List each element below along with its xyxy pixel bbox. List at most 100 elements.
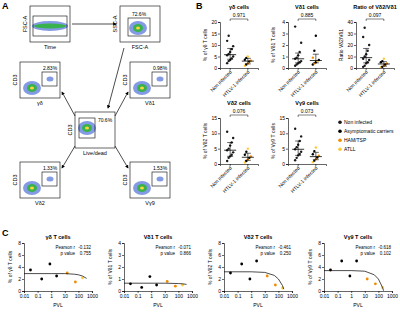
tick-label: 10 [279, 130, 285, 136]
density [137, 84, 147, 92]
iqr-bar [363, 48, 369, 62]
tick: 100 [75, 291, 84, 299]
tick-mark [298, 68, 299, 70]
tick-mark [286, 57, 288, 58]
stat-label: p value [360, 251, 375, 256]
x-axis: 0.010.11101001000 [220, 291, 299, 299]
tick: 6 [318, 252, 324, 258]
tick: 1 [150, 291, 153, 299]
point [374, 282, 377, 285]
density [136, 26, 140, 29]
point [300, 60, 302, 62]
density [23, 81, 41, 95]
tick-label: 0.1 [135, 293, 142, 299]
y-axis: 02468 [318, 240, 324, 294]
tick-mark [354, 57, 356, 58]
tick-mark [218, 133, 220, 134]
y-axis-title: % of Vδ1 T cells [270, 26, 276, 63]
tick-mark [322, 279, 324, 280]
p-value: 0.971 [233, 12, 246, 18]
gate-percent: 0.98% [153, 65, 168, 71]
legend-label: HAM/TSP [344, 137, 367, 143]
title: Vδ1 cells [295, 4, 319, 10]
point [232, 151, 234, 153]
tick-label: 0.01 [220, 293, 230, 299]
point [366, 278, 369, 281]
stat-label: p value [160, 251, 175, 256]
stat-value: 0.250 [280, 251, 292, 256]
tick: HTLV-1 infected [357, 68, 386, 98]
tick: 1000 [87, 291, 98, 299]
density [27, 184, 37, 192]
density [133, 81, 151, 95]
scatter-chart: 012340.010.11101001000Vδ1 T cellsPearson… [107, 234, 198, 308]
tick-label: 15 [211, 115, 217, 121]
tick-mark [286, 118, 288, 119]
y-axis-line [218, 119, 221, 165]
arrow [72, 24, 116, 25]
tick: 0 [214, 161, 220, 167]
scatter-chart: 024680.010.11101001000Vδ2 T cellsPearson… [207, 234, 298, 308]
tick-label: HTLV-1 infected [289, 165, 318, 194]
tick-label: 1 [282, 54, 285, 60]
x-axis-line [357, 69, 395, 71]
tick: 10 [279, 130, 288, 136]
point [315, 146, 317, 148]
tick: 10 [263, 291, 269, 299]
gate-percent: 72.6% [132, 11, 147, 17]
flow-frame [75, 112, 115, 148]
tick-label: 10 [263, 293, 269, 299]
tick-label: HTLV-1 infected [221, 165, 250, 194]
density [133, 24, 143, 32]
tick-label: 1 [350, 293, 353, 299]
tick-label: 5 [214, 146, 217, 152]
tick-label: 6 [18, 252, 21, 258]
y-axis-line [322, 244, 325, 292]
tick-mark [222, 279, 224, 280]
gate [42, 72, 57, 86]
density [34, 24, 66, 29]
flow-x-label: Vδ1 [145, 100, 155, 106]
y-axis: 01234 [118, 240, 124, 294]
tick: HTLV-1 infected [221, 164, 250, 194]
tick-mark [247, 164, 248, 166]
marks [224, 35, 254, 67]
tick: 6 [18, 252, 24, 258]
legend: Non infectedAsymptomatic carriersHAM/TSP… [338, 119, 394, 152]
title: Vγ9 cells [295, 100, 319, 106]
tick-label: 30 [347, 31, 353, 37]
tick-label: 5 [282, 146, 285, 152]
tick: 100 [375, 291, 384, 299]
x-axis: 0.010.11101001000 [320, 291, 399, 299]
y-axis: 010203040 [347, 19, 356, 71]
x-axis-line [289, 165, 327, 167]
density [133, 181, 151, 195]
flow-x-label: γδ [37, 100, 43, 106]
tick: 2 [282, 42, 288, 48]
tick-label: 0.1 [235, 293, 242, 299]
bracket [366, 19, 384, 21]
tick: 0.1 [135, 291, 142, 299]
tick-label: 0 [214, 161, 217, 167]
x-axis-title: PVL [153, 302, 163, 308]
iqr-bar [227, 48, 233, 59]
point [313, 150, 315, 152]
point [363, 27, 365, 29]
tick: 2 [218, 276, 224, 282]
tick-mark [315, 68, 316, 70]
gate [152, 72, 167, 86]
y-axis-title: % of Vγ9 T cells [270, 123, 276, 159]
legend-label: ATLL [344, 146, 356, 152]
tick: 8 [318, 240, 324, 246]
tick: 5 [282, 146, 288, 152]
density [137, 184, 147, 192]
tick: 15 [211, 115, 220, 121]
point [294, 128, 296, 130]
tick-label: 0 [282, 161, 285, 167]
tick: HTLV-1 infected [221, 68, 250, 98]
gate-percent: 70.6% [98, 117, 113, 123]
p-value: 0.076 [233, 108, 246, 114]
tick: 0.1 [335, 291, 342, 299]
x-axis: Non infectedHTLV-1 infected [209, 68, 259, 98]
tick-label: 100 [375, 293, 384, 299]
